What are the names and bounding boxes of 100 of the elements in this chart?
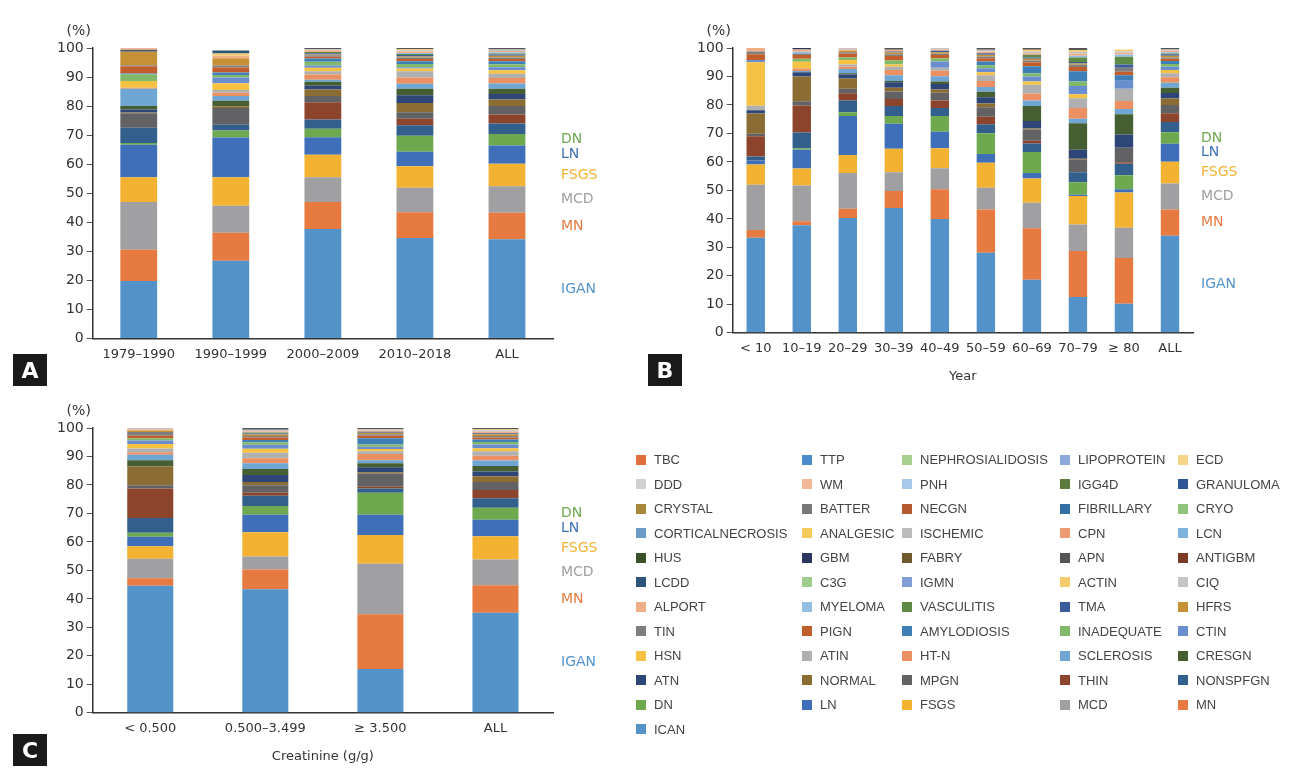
y-axis-title: (%) [66, 401, 91, 418]
text: MCD [1201, 187, 1234, 204]
legend-label: ATIN [820, 648, 849, 664]
y-tick-label: 20 [705, 266, 724, 283]
y-tick-label: 0 [74, 329, 84, 346]
text: MCD [561, 190, 594, 207]
legend-label: HFRS [1196, 599, 1232, 615]
legend-label: ATN [654, 672, 680, 688]
legend-label: ANTIGBM [1196, 550, 1256, 566]
y-tick-label: 50 [65, 561, 84, 578]
legend-label: LCDD [654, 574, 690, 590]
legend-label: PNH [920, 476, 948, 492]
y-tick-label: 40 [65, 589, 84, 606]
text: DN [561, 130, 583, 147]
text: DN [561, 504, 583, 521]
y-axis-title: (%) [706, 21, 731, 38]
x-tick-label: 40–49 [920, 339, 960, 355]
legend-label: NECGN [920, 501, 967, 517]
text: FSGS [561, 165, 598, 182]
y-tick-label: 30 [65, 241, 84, 258]
text: IGAN [561, 279, 597, 296]
legend-label: NEPHROSIALIDOSIS [920, 452, 1048, 468]
legend-label: DN [654, 697, 673, 713]
y-tick-label: 0 [74, 703, 84, 720]
text: C [13, 734, 47, 766]
x-tick-label: 70–79 [1058, 339, 1098, 355]
x-tick-label: ALL [495, 345, 520, 361]
y-tick-label: 30 [705, 238, 724, 254]
x-tick-label: ≥ 80 [1108, 339, 1140, 355]
legend-label: APN [1078, 550, 1105, 566]
text: FSGS [1201, 163, 1238, 180]
text: MCD [561, 563, 594, 580]
legend-label: SCLEROSIS [1078, 648, 1153, 664]
legend-label: CRESGN [1196, 648, 1252, 664]
text: MN [561, 589, 584, 606]
x-tick-label: 1979–1990 [102, 345, 176, 361]
legend-label: ANALGESIC [820, 525, 895, 541]
legend-label: HUS [654, 550, 682, 566]
legend-label: CTIN [1196, 623, 1227, 639]
legend-label: DDD [654, 476, 683, 492]
legend-label: FABRY [920, 550, 963, 566]
legend-label: GBM [820, 550, 850, 566]
legend-label: CRYO [1196, 501, 1234, 517]
legend-label: CPN [1078, 525, 1106, 541]
x-tick-label: 50–59 [966, 339, 1006, 355]
y-tick-label: 10 [705, 294, 724, 311]
y-axis-title: (%) [66, 21, 91, 38]
legend-label: ISCHEMIC [920, 525, 984, 541]
text: DN [1201, 128, 1223, 145]
y-tick-label: 20 [65, 270, 84, 287]
legend-label: CORTICALNECROSIS [654, 525, 788, 541]
legend-label: ACTIN [1078, 574, 1117, 590]
y-tick-label: 70 [65, 125, 84, 142]
text: B [648, 354, 682, 386]
legend-label: VASCULITIS [920, 599, 995, 615]
legend-label: THIN [1078, 672, 1109, 688]
y-tick-label: 80 [65, 475, 84, 492]
y-tick-label: 50 [65, 183, 84, 200]
y-tick-label: 90 [705, 67, 724, 84]
y-tick-label: 60 [65, 154, 84, 171]
text: MN [1201, 213, 1224, 230]
y-tick-label: 100 [696, 38, 724, 55]
legend-label: TMA [1078, 599, 1106, 615]
x-tick-label: 0.500–3.499 [224, 719, 306, 735]
y-tick-label: 0 [714, 323, 724, 340]
text: LN [561, 145, 580, 162]
y-tick-label: 70 [65, 504, 84, 521]
legend-label: MCD [1078, 697, 1108, 713]
x-tick-label: 1990–1999 [194, 345, 268, 361]
y-tick-label: 90 [65, 447, 84, 464]
x-tick-label: 20–29 [827, 339, 868, 355]
legend-label: GRANULOMA [1196, 476, 1280, 492]
legend-label: NORMAL [820, 672, 876, 688]
legend-label: MPGN [920, 672, 959, 688]
y-tick-label: 90 [65, 67, 84, 84]
legend-label: MN [1196, 697, 1217, 713]
text: LN [561, 518, 580, 535]
x-tick-label: < 10 [739, 339, 772, 355]
y-tick-label: 60 [705, 152, 724, 169]
y-tick-label: 40 [705, 209, 724, 226]
legend-label: ICAN [654, 721, 686, 737]
legend-label: BATTER [820, 501, 871, 517]
x-tick-label: 30–39 [874, 339, 914, 355]
legend-label: FIBRILLARY [1078, 501, 1153, 517]
x-tick-label: ALL [483, 719, 508, 735]
y-tick-label: 10 [65, 300, 84, 316]
text: IGAN [1201, 274, 1237, 291]
legend-label: AMYLODIOSIS [920, 623, 1010, 639]
x-tick-label: ALL [1158, 339, 1183, 355]
x-tick-label: 2010–2018 [378, 345, 452, 361]
legend-label: WM [820, 476, 844, 492]
x-tick-label: < 0.500 [124, 719, 177, 735]
y-tick-label: 40 [65, 212, 84, 229]
legend-label: IGMN [920, 574, 954, 590]
text: LN [1201, 143, 1220, 160]
text: FSGS [561, 538, 598, 555]
y-tick-label: 60 [65, 532, 84, 549]
y-tick-label: 30 [65, 618, 84, 634]
y-tick-label: 100 [56, 418, 84, 435]
legend-label: PIGN [820, 623, 852, 639]
